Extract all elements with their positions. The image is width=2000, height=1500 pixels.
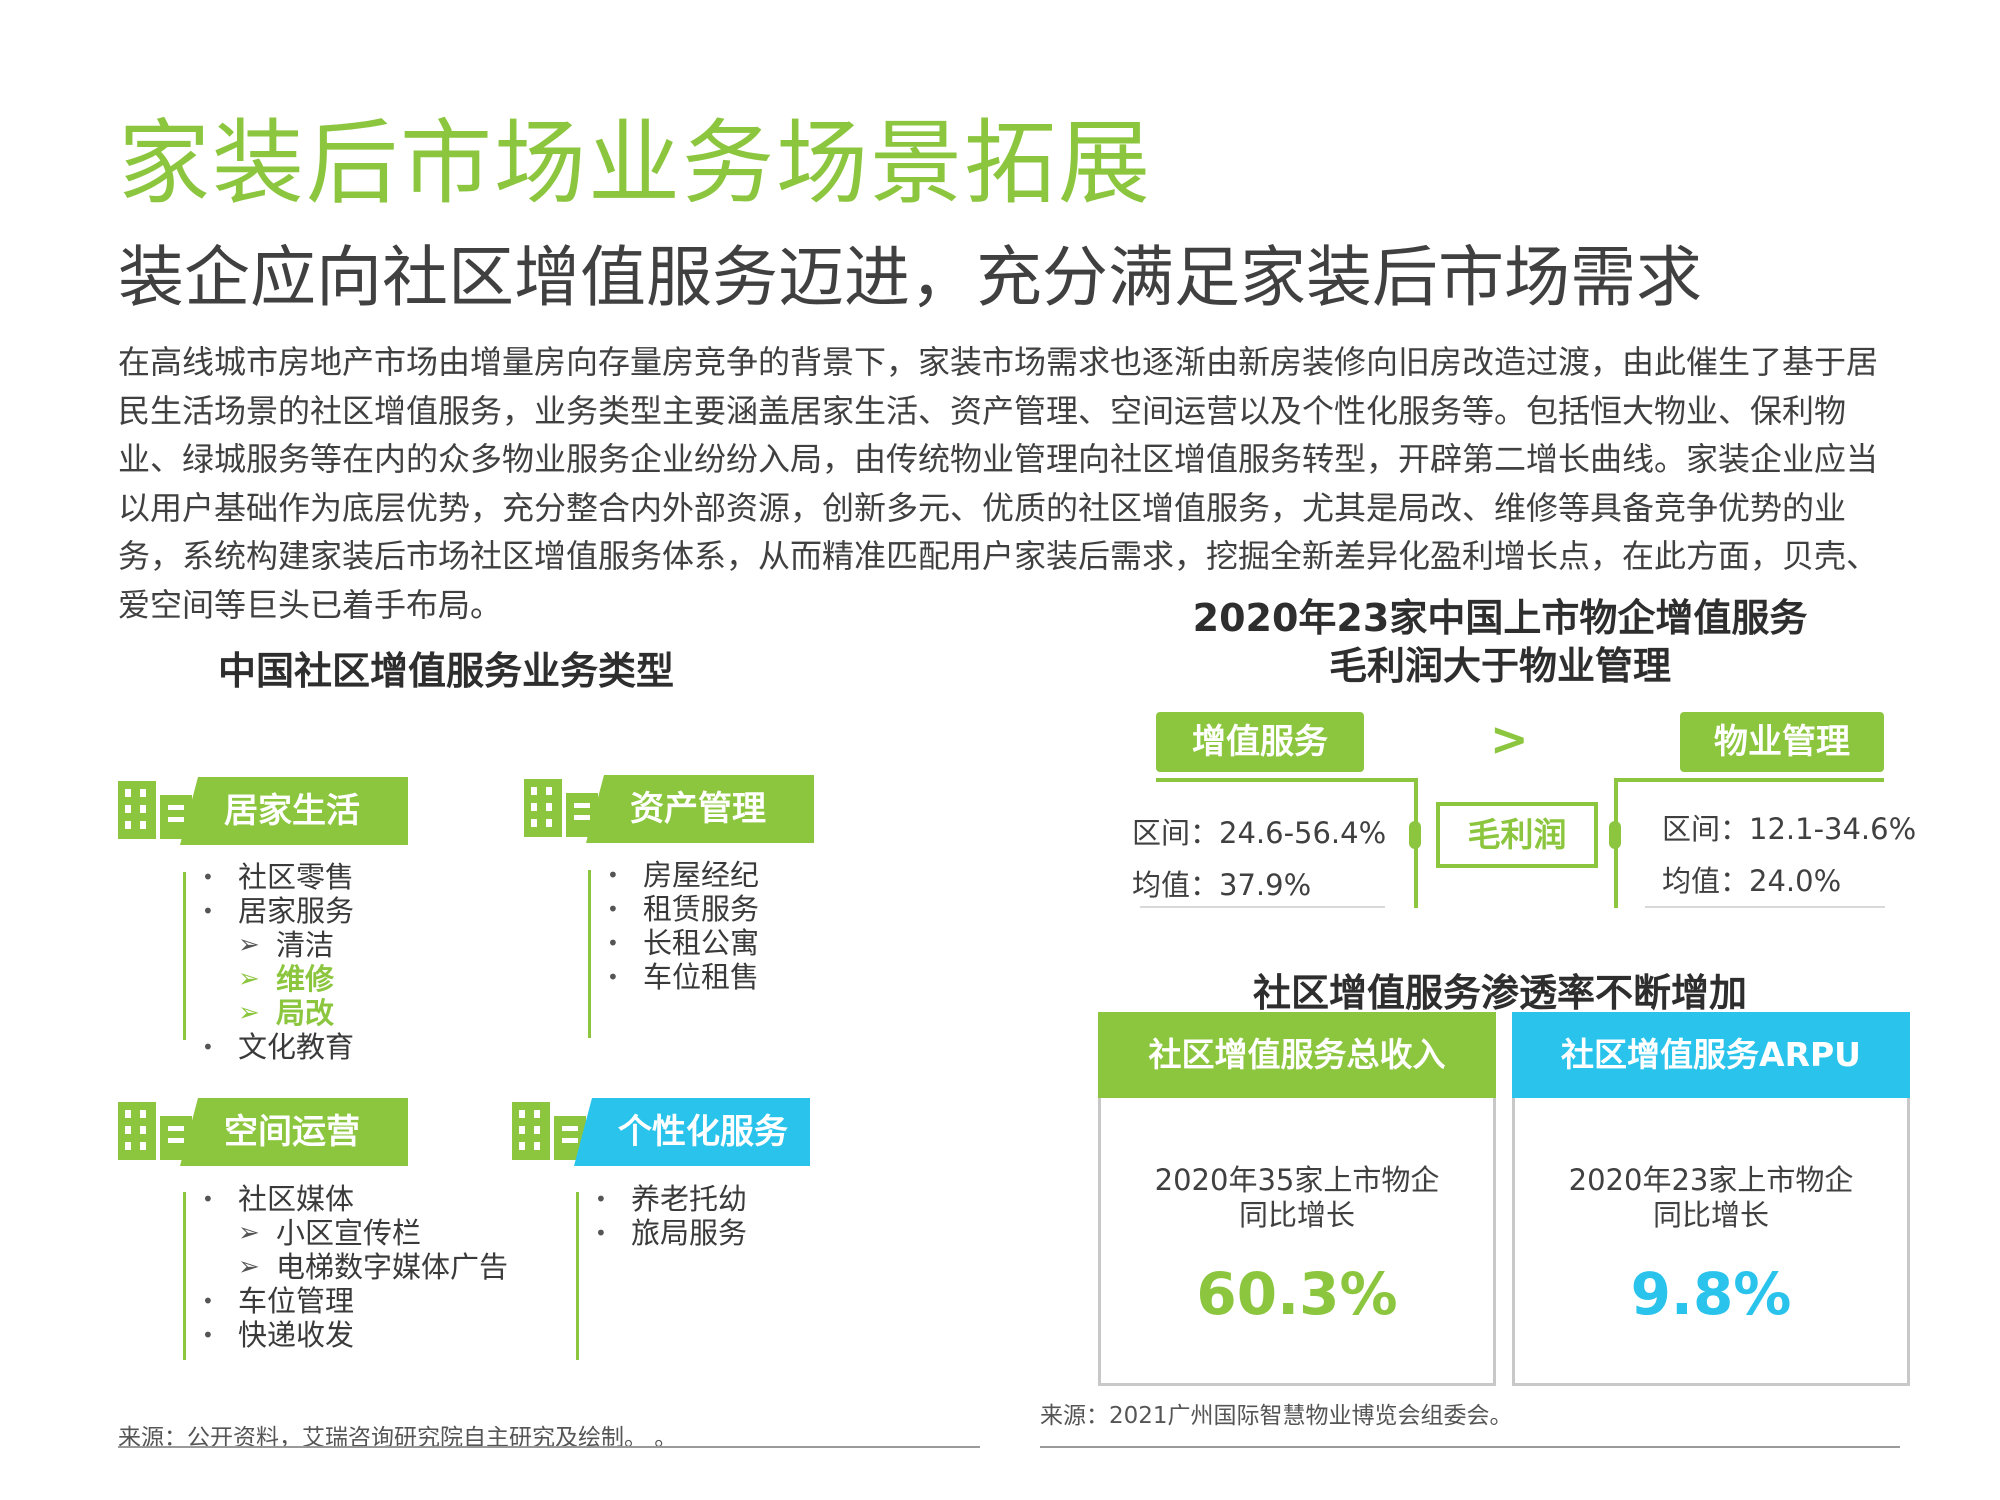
- gross-profit-title: 2020年23家中国上市物企增值服务 毛利润大于物业管理: [1100, 594, 1900, 690]
- connector-line: [1614, 778, 1884, 782]
- gross-profit-title-line2: 毛利润大于物业管理: [1328, 644, 1671, 688]
- list-subitem-highlight: 局改: [200, 996, 354, 1030]
- penetration-title: 社区增值服务渗透率不断增加: [1252, 971, 1747, 1015]
- list-item: 租赁服务: [605, 892, 759, 926]
- category-label: 资产管理: [604, 775, 814, 843]
- card-description: 2020年23家上市物企 同比增长: [1515, 1163, 1907, 1233]
- property-management-range: 区间：12.1-34.6%: [1662, 812, 1917, 846]
- divider: [1040, 1446, 1900, 1448]
- divider: [183, 872, 186, 1040]
- divider: [1140, 906, 1385, 908]
- source-note-right: 来源：2021广州国际智慧物业博览会组委会。: [1040, 1403, 1513, 1429]
- list-item: 车位管理: [200, 1284, 508, 1318]
- list-subitem: 电梯数字媒体广告: [200, 1250, 508, 1284]
- list-item: 房屋经纪: [605, 858, 759, 892]
- list-item: 养老托幼: [593, 1182, 747, 1216]
- divider: [576, 1192, 579, 1360]
- list-item: 社区媒体: [200, 1182, 508, 1216]
- list-item: 快递收发: [200, 1318, 508, 1352]
- value-added-mean: 均值：37.9%: [1132, 868, 1312, 902]
- card-description-line: 同比增长: [1652, 1198, 1769, 1232]
- card-description-line: 2020年23家上市物企: [1568, 1163, 1854, 1197]
- total-revenue-card: 社区增值服务总收入 2020年35家上市物企 同比增长 60.3%: [1098, 1012, 1496, 1386]
- list-subitem: 小区宣传栏: [200, 1216, 508, 1250]
- intro-paragraph: 在高线城市房地产市场由增量房向存量房竞争的背景下，家装市场需求也逐渐由新房装修向…: [118, 343, 1879, 624]
- divider: [183, 1192, 186, 1360]
- card-value: 60.3%: [1196, 1260, 1398, 1328]
- card-description-line: 同比增长: [1238, 1198, 1355, 1232]
- list-item: 长租公寓: [605, 926, 759, 960]
- list-subitem-highlight: 维修: [200, 962, 354, 996]
- connector-line: [1156, 778, 1418, 782]
- category-list-space-operation: 社区媒体 小区宣传栏 电梯数字媒体广告 车位管理 快递收发: [200, 1182, 508, 1352]
- list-subitem: 清洁: [200, 928, 354, 962]
- divider: [1645, 906, 1885, 908]
- gross-profit-box: 毛利润: [1436, 802, 1598, 868]
- greater-than-sign: >: [1490, 712, 1529, 766]
- card-description-line: 2020年35家上市物企: [1154, 1163, 1440, 1197]
- divider: [118, 1446, 980, 1448]
- category-label: 个性化服务: [592, 1098, 810, 1166]
- connector-dot: [1609, 821, 1621, 849]
- gross-profit-title-line1: 2020年23家中国上市物企增值服务: [1192, 596, 1808, 640]
- building-icon: [118, 1102, 198, 1160]
- card-description: 2020年35家上市物企 同比增长: [1101, 1163, 1493, 1233]
- page-subtitle: 装企应向社区增值服务迈进，充分满足家装后市场需求: [118, 239, 1702, 316]
- value-added-service-pill: 增值服务: [1156, 712, 1364, 772]
- list-item: 文化教育: [200, 1030, 354, 1064]
- category-label: 空间运营: [198, 1098, 408, 1166]
- building-icon: [118, 781, 198, 839]
- property-management-mean: 均值：24.0%: [1662, 864, 1842, 898]
- building-icon: [512, 1102, 592, 1160]
- list-item: 车位租售: [605, 960, 759, 994]
- category-list-home-living: 社区零售 居家服务 清洁 维修 局改 文化教育: [200, 860, 354, 1064]
- arpu-card: 社区增值服务ARPU 2020年23家上市物企 同比增长 9.8%: [1512, 1012, 1910, 1386]
- property-management-pill: 物业管理: [1680, 712, 1884, 772]
- business-types-title: 中国社区增值服务业务类型: [218, 649, 675, 693]
- category-list-asset-management: 房屋经纪 租赁服务 长租公寓 车位租售: [605, 858, 759, 994]
- card-header: 社区增值服务总收入: [1098, 1012, 1496, 1098]
- connector-dot: [1409, 821, 1421, 849]
- card-value: 9.8%: [1630, 1260, 1792, 1328]
- list-item: 旅局服务: [593, 1216, 747, 1250]
- list-item: 社区零售: [200, 860, 354, 894]
- card-header: 社区增值服务ARPU: [1512, 1012, 1910, 1098]
- value-added-range: 区间：24.6-56.4%: [1132, 816, 1387, 850]
- page-title: 家装后市场业务场景拓展: [118, 110, 1153, 217]
- category-label: 居家生活: [198, 777, 408, 845]
- category-list-personalized-service: 养老托幼 旅局服务: [593, 1182, 747, 1250]
- list-item: 居家服务: [200, 894, 354, 928]
- building-icon: [524, 779, 604, 837]
- divider: [588, 870, 591, 1038]
